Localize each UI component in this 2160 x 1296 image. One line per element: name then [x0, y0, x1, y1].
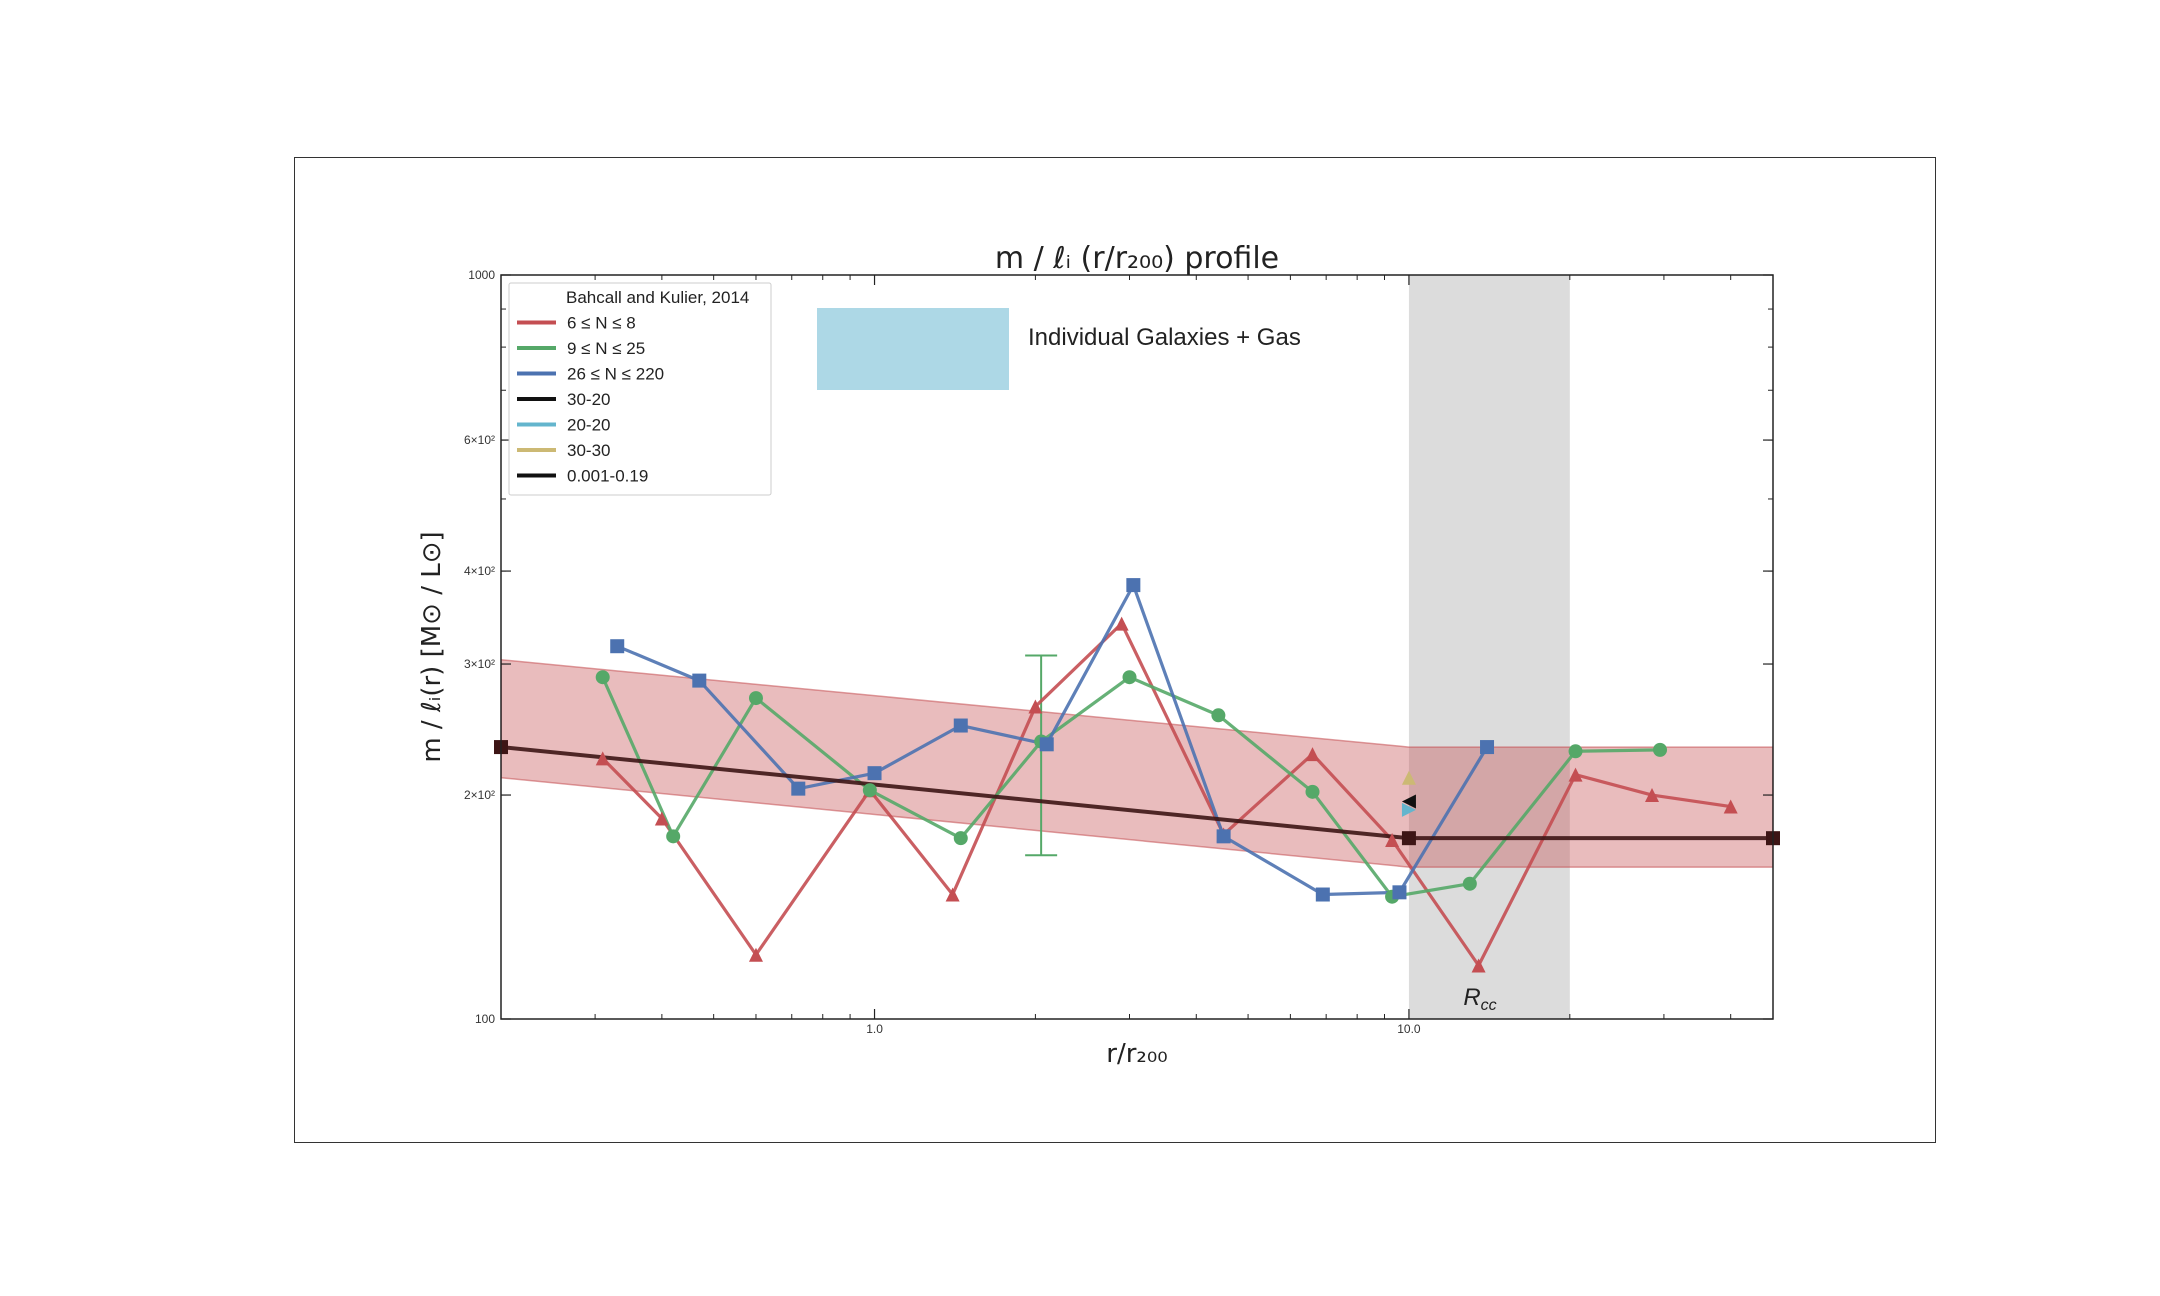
data-point — [595, 670, 610, 685]
data-point — [867, 766, 882, 781]
data-point — [1471, 958, 1486, 973]
data-point — [1401, 770, 1416, 785]
data-point — [953, 718, 968, 733]
y-tick-label: 4×10² — [464, 564, 495, 578]
x-tick-label: 1.0 — [866, 1022, 883, 1036]
x-axis-label: r/r₂₀₀ — [1106, 1039, 1167, 1069]
y-tick-label: 2×10² — [464, 788, 495, 802]
data-point — [945, 887, 960, 902]
data-point — [1114, 616, 1129, 631]
data-point — [610, 639, 625, 654]
data-point — [1645, 788, 1660, 803]
data-point — [1401, 794, 1416, 809]
data-point — [748, 947, 763, 962]
data-point — [1568, 767, 1583, 782]
data-point — [1401, 802, 1416, 817]
y-axis-label: m / ℓᵢ(r) [M⊙ / L⊙] — [417, 531, 447, 762]
legend: Bahcall and Kulier, 2014 6 ≤ N ≤ 8 9 ≤ N ≤… — [508, 282, 772, 496]
legend-label: 9 ≤ N ≤ 25 — [567, 339, 645, 358]
series-line — [601, 621, 1731, 968]
legend-label: 30-30 — [567, 441, 610, 460]
y-tick-label: 6×10² — [464, 433, 495, 447]
data-point — [748, 691, 763, 706]
data-point — [654, 811, 669, 826]
data-point — [1305, 784, 1320, 799]
data-point — [692, 673, 707, 688]
legend-label: 6 ≤ N ≤ 8 — [567, 314, 636, 333]
legend-box — [508, 282, 772, 496]
legend-label: 0.001-0.19 — [567, 467, 648, 486]
legend-label: 30-20 — [567, 390, 610, 409]
figure-frame — [294, 157, 1936, 1143]
data-point — [1653, 742, 1668, 757]
data-point — [595, 751, 610, 766]
data-point — [1568, 744, 1583, 759]
data-point — [1028, 699, 1043, 714]
data-point — [1462, 876, 1477, 891]
data-point — [1305, 747, 1320, 762]
x-tick-label: 10.0 — [1397, 1022, 1421, 1036]
data-point — [791, 781, 806, 796]
data-point — [953, 831, 968, 846]
data-point — [1723, 799, 1738, 814]
data-point — [1315, 887, 1330, 902]
data-point — [1385, 833, 1400, 848]
plot-border — [500, 274, 1774, 1020]
data-point — [666, 829, 681, 844]
data-point — [1392, 885, 1407, 900]
annotation: Individual Galaxies + Gas — [817, 308, 1301, 390]
annotation-swatch — [817, 308, 1009, 390]
y-tick-label: 3×10² — [464, 657, 495, 671]
data-point — [1039, 737, 1054, 752]
chart-title: m / ℓᵢ (r/r₂₀₀) profile — [995, 241, 1279, 276]
y-tick-label: 100 — [475, 1012, 495, 1026]
annotation-text: Individual Galaxies + Gas — [1028, 324, 1301, 351]
legend-label: Bahcall and Kulier, 2014 — [566, 288, 749, 307]
data-point — [1126, 578, 1141, 593]
data-point — [1211, 708, 1226, 723]
legend-label: 20-20 — [567, 416, 610, 435]
legend-label: 26 ≤ N ≤ 220 — [567, 365, 664, 384]
data-point — [1216, 829, 1231, 844]
confidence-band — [501, 658, 1773, 868]
y-tick-label: 1000 — [468, 268, 495, 282]
data-point — [862, 783, 877, 798]
data-point — [1401, 831, 1416, 846]
data-point — [1480, 740, 1495, 755]
data-point — [1122, 670, 1137, 685]
shaded-region — [1408, 275, 1570, 1019]
